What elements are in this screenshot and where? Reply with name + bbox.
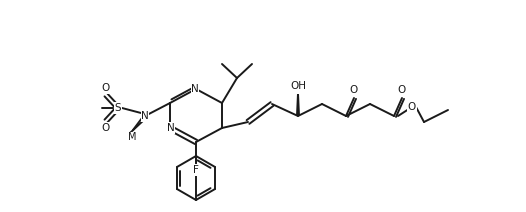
Text: OH: OH xyxy=(290,81,306,91)
Text: S: S xyxy=(115,103,122,113)
Text: N: N xyxy=(167,123,175,133)
Text: N: N xyxy=(191,84,199,94)
Text: F: F xyxy=(193,165,199,175)
Text: O: O xyxy=(102,83,110,93)
Text: O: O xyxy=(102,123,110,133)
Text: O: O xyxy=(398,85,406,95)
Text: O: O xyxy=(408,102,416,112)
Text: M: M xyxy=(128,132,136,142)
Polygon shape xyxy=(296,94,300,116)
Text: O: O xyxy=(350,85,358,95)
Text: N: N xyxy=(141,111,149,121)
